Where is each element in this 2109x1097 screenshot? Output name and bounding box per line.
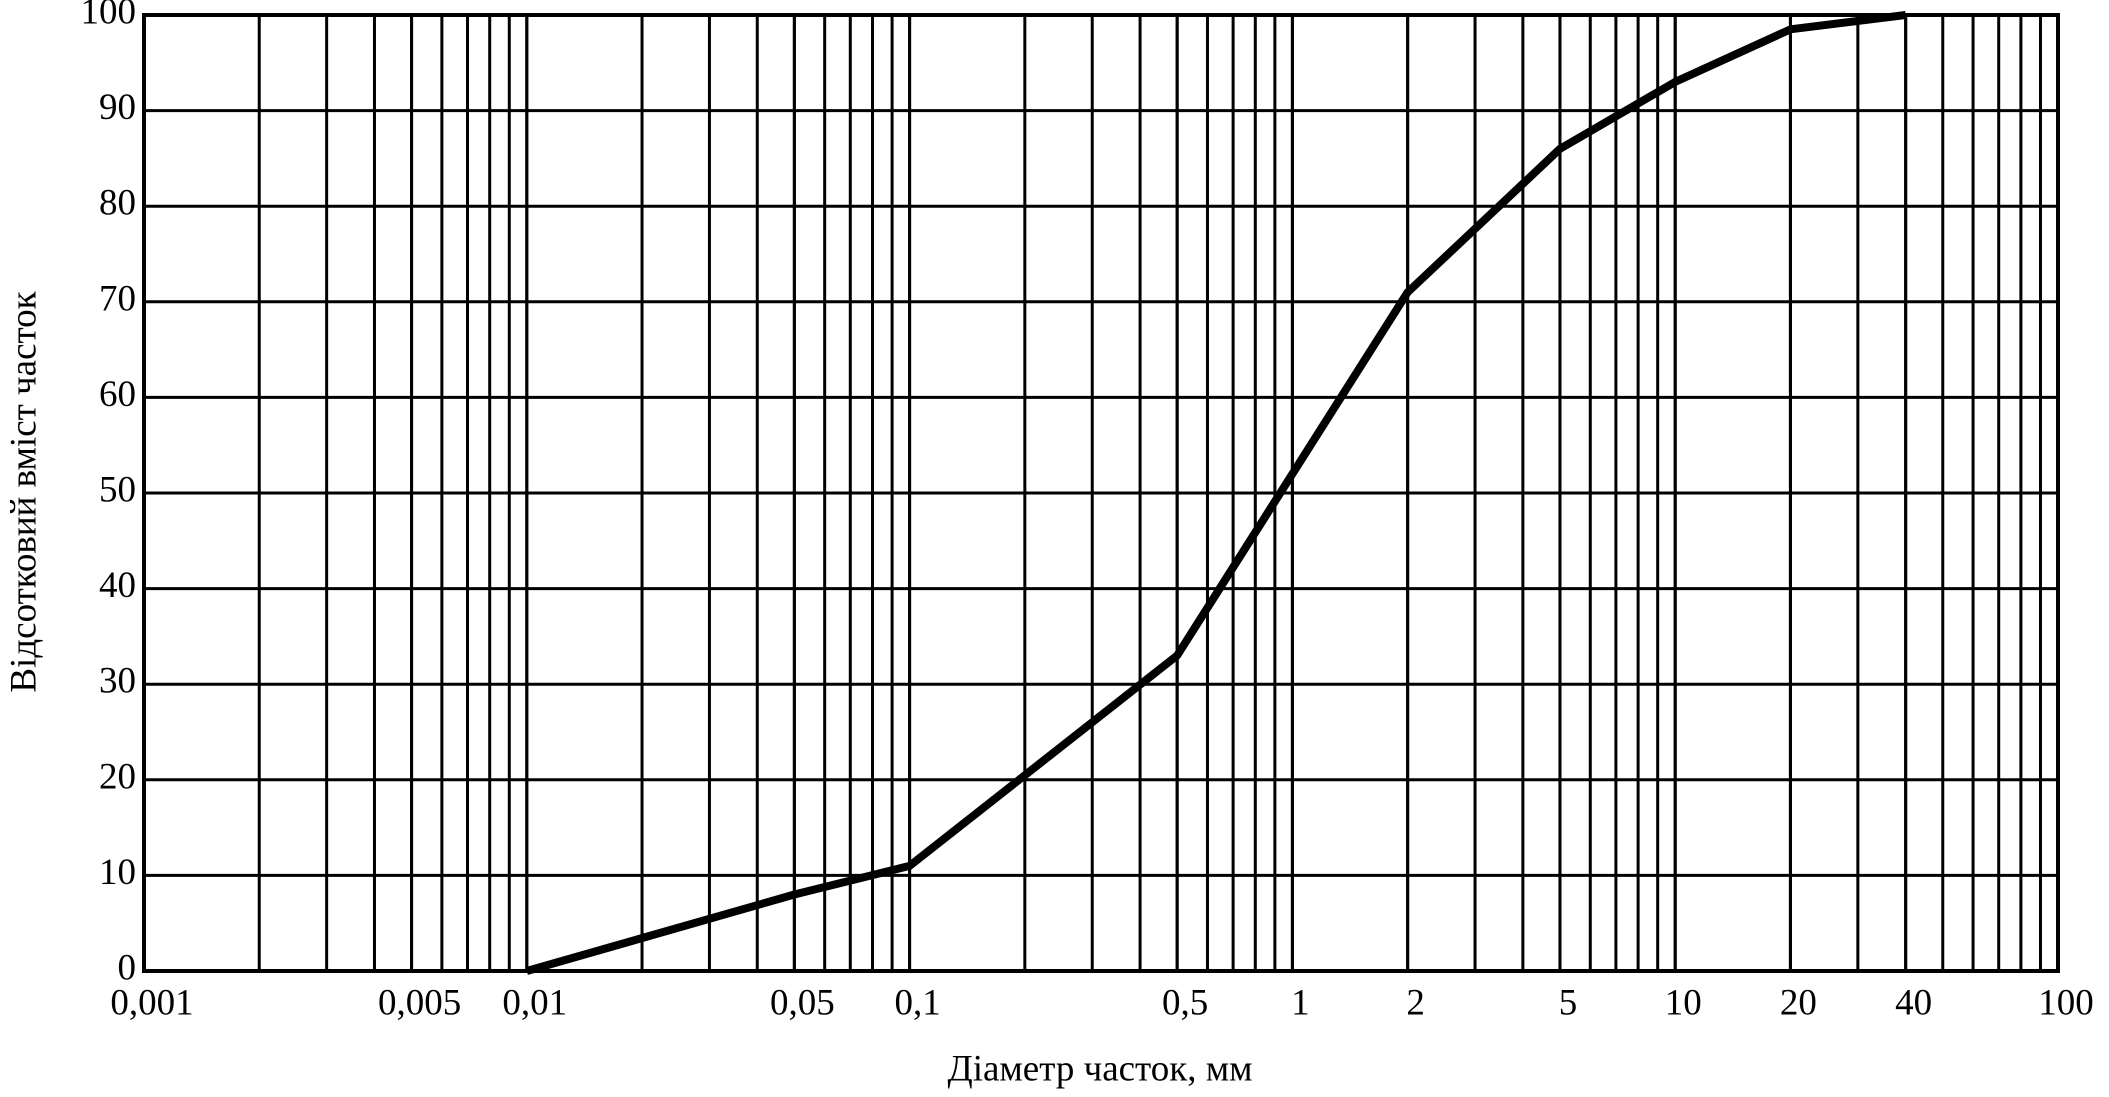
data-line (525, 11, 1907, 975)
x-tick-label: 0,1 (894, 982, 940, 1023)
y-tick-label: 50 (99, 469, 136, 510)
x-tick-label: 0,005 (378, 982, 461, 1023)
x-tick-label: 5 (1559, 982, 1578, 1023)
y-tick-label: 100 (81, 0, 137, 32)
y-tick-label: 30 (99, 661, 136, 702)
x-tick-label: 100 (2038, 982, 2094, 1023)
y-tick-label: 10 (99, 852, 136, 893)
x-tick-label: 0,001 (110, 982, 193, 1023)
y-tick-label: 90 (99, 87, 136, 128)
x-tick-label: 20 (1780, 982, 1817, 1023)
x-tick-label: 0,5 (1162, 982, 1208, 1023)
y-tick-label: 60 (99, 374, 136, 415)
x-tick-label: 10 (1665, 982, 1702, 1023)
y-tick-label: 70 (99, 278, 136, 319)
plot-frame (142, 13, 2060, 973)
x-tick-label: 0,05 (770, 982, 835, 1023)
x-tick-label: 0,01 (502, 982, 567, 1023)
y-tick-label: 20 (99, 756, 136, 797)
x-tick-label: 1 (1291, 982, 1310, 1023)
y-tick-label: 40 (99, 565, 136, 606)
x-tick-label: 40 (1895, 982, 1932, 1023)
y-tick-label: 80 (99, 183, 136, 224)
y-axis-label: Відсотковий вміст часток (3, 290, 44, 692)
x-tick-label: 2 (1406, 982, 1425, 1023)
x-axis-label: Діаметр часток, мм (947, 1048, 1252, 1089)
y-tick-label: 0 (118, 947, 137, 988)
